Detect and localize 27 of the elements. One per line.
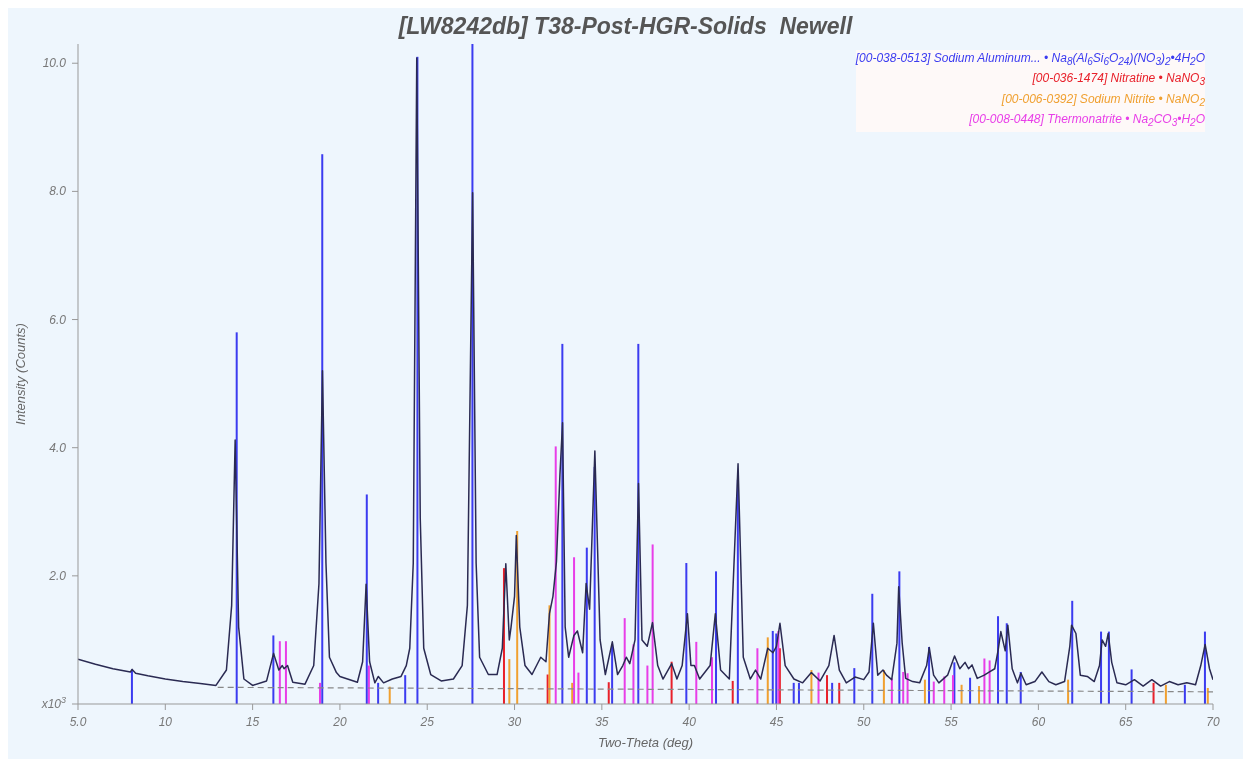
x-tick-label: 70: [1206, 715, 1220, 729]
x-tick-label: 55: [944, 715, 959, 729]
x-axis-title: Two-Theta (deg): [597, 735, 694, 750]
x-tick-label: 35: [595, 715, 609, 729]
y-axis-title: Intensity (Counts): [12, 323, 28, 425]
text: [00-038-0513] Sodium Aluminum... • Na$_{8}$(Al$_{6}$Si$_{6}$O$_{24}$)(NO$_{3}$)$_{2}$•4H$_{2}$O: [855, 51, 1205, 68]
x-tick-label: 50: [857, 715, 871, 729]
x-tick-label: 65: [1119, 715, 1133, 729]
text: [00-036-1474] Nitratine • NaNO$_{3}$: [1031, 70, 1205, 90]
y-tick-label: 10.0: [42, 56, 67, 71]
x-tick-label: 20: [332, 715, 347, 729]
x-tick-label: 5.0: [69, 715, 87, 729]
x-tick-label: 30: [507, 715, 522, 729]
x-tick-label: 10: [158, 715, 173, 729]
x-tick-label: 25: [419, 715, 435, 729]
x-tick-label: 60: [1031, 715, 1046, 729]
y-tick-label: x10$^{3}$: [40, 695, 66, 711]
y-tick-label: 2.0: [48, 568, 67, 583]
chart-title: [LW8242db] T38-Post-HGR-Solids Newell: [397, 12, 854, 41]
x-tick-label: 40: [682, 715, 697, 729]
text: [00-006-0392] Sodium Nitrite • NaNO$_{2}$: [1000, 90, 1205, 111]
x-tick-label: 45: [769, 715, 784, 729]
y-tick-label: 8.0: [49, 184, 67, 199]
y-tick-label: 6.0: [49, 312, 67, 327]
text: [00-008-0448] Thermonatrite • Na$_{2}$CO$_{3}$•H$_{2}$O: [968, 111, 1205, 131]
y-tick-label: 4.0: [49, 440, 67, 455]
x-tick-label: 15: [245, 715, 260, 729]
